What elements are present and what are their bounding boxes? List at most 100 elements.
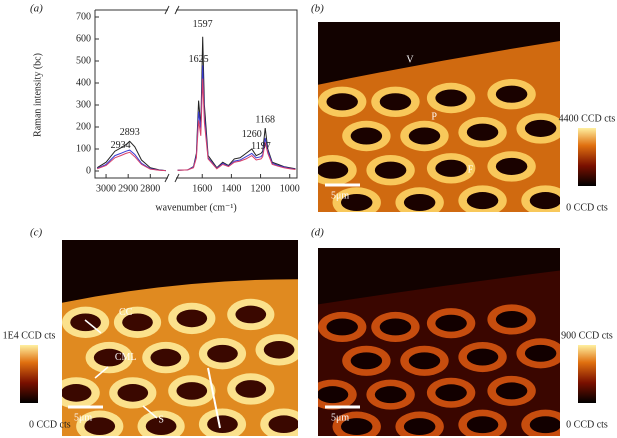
cell-lumen: [435, 314, 467, 332]
cell-lumen: [435, 89, 467, 107]
cell-lumen: [326, 318, 358, 336]
cell-lumen: [495, 310, 528, 328]
cell-lumen: [379, 93, 412, 111]
cell-lumen: [466, 192, 499, 210]
panel-label: (c): [30, 227, 43, 239]
y-tick-label: 300: [76, 99, 91, 110]
cell-lumen: [524, 344, 557, 362]
y-tick-label: 100: [76, 143, 91, 154]
annotation: V: [406, 54, 414, 65]
scale-label: 5μm: [331, 190, 349, 201]
peak-label: 1625: [189, 54, 209, 65]
peak-label: 1260: [242, 129, 262, 140]
cell-lumen: [176, 309, 208, 328]
y-tick-label: 0: [86, 165, 91, 176]
cell-lumen: [374, 386, 407, 404]
cell-lumen: [235, 380, 267, 398]
cell-lumen: [350, 127, 383, 145]
cell-lumen: [117, 384, 149, 402]
annotation: F: [468, 164, 474, 175]
colorbar-min: 0 CCD cts: [566, 419, 608, 430]
cell-lumen: [466, 348, 499, 366]
spectrum-line: [97, 78, 296, 172]
scale-label: 5μm: [331, 412, 349, 423]
cell-lumen: [408, 127, 441, 145]
colorbar-max: 1E4 CCD cts: [3, 330, 56, 341]
cell-lumen: [524, 119, 557, 137]
arrow: [84, 319, 102, 334]
cell-lumen: [379, 318, 412, 336]
cell-lumen: [145, 417, 177, 436]
panel-label: (d): [311, 227, 324, 239]
peak-label: 1597: [193, 19, 213, 30]
dark-region: [318, 22, 560, 85]
arrow: [142, 405, 158, 419]
cell-lumen: [340, 418, 373, 436]
y-tick-label: 200: [76, 121, 91, 132]
micrograph: [318, 248, 560, 436]
panel-label: (b): [311, 3, 324, 15]
x-tick-label: 1600: [192, 183, 212, 194]
cell-lumen: [350, 352, 383, 370]
cell-lumen: [435, 384, 467, 402]
y-axis-label: Raman intensity (bc): [32, 53, 43, 137]
x-tick-label: 1200: [251, 183, 271, 194]
cell-lumen: [466, 416, 499, 434]
cell-lumen: [235, 305, 267, 324]
x-tick-label: 3000: [96, 183, 116, 194]
peak-label: 1197: [251, 141, 271, 152]
cell-lumen: [326, 93, 358, 111]
cell-lumen: [408, 352, 441, 370]
colorbar-min: 0 CCD cts: [29, 419, 71, 430]
colorbar-min: 0 CCD cts: [566, 202, 608, 213]
cell-lumen: [466, 123, 499, 141]
y-tick-label: 400: [76, 77, 91, 88]
cell-lumen: [122, 313, 153, 332]
cell-lumen: [207, 415, 238, 434]
dark-region: [62, 240, 298, 303]
cell-lumen: [403, 418, 436, 436]
cell-lumen: [84, 417, 116, 436]
cell-lumen: [529, 416, 560, 434]
y-tick-label: 500: [76, 55, 91, 66]
cell-lumen: [150, 348, 182, 367]
peak-label: 1168: [255, 115, 275, 126]
cell-lumen: [435, 159, 467, 177]
cell-lumen: [403, 193, 436, 212]
annotation: CC: [119, 307, 133, 318]
colorbar: [20, 345, 38, 403]
cell-lumen: [495, 85, 528, 103]
peak-label: 2934: [111, 140, 131, 151]
cell-lumen: [93, 348, 125, 367]
scale-label: 5μm: [74, 412, 92, 423]
annotation: S: [158, 415, 164, 426]
colorbar-max: 4400 CCD cts: [559, 113, 616, 124]
panel-label: (a): [30, 3, 43, 15]
micrograph: [62, 240, 298, 436]
x-tick-label: 1000: [280, 183, 300, 194]
x-tick-label: 2900: [118, 183, 138, 194]
axis-break: [164, 5, 180, 15]
cell-lumen: [318, 161, 349, 179]
dark-region: [318, 248, 560, 305]
cell-lumen: [340, 193, 373, 212]
colorbar: [578, 128, 596, 186]
cell-lumen: [268, 415, 298, 434]
axis-break: [164, 173, 180, 183]
micrograph: [318, 22, 560, 212]
x-axis-label: wavenumber (cm⁻¹): [155, 202, 236, 213]
cell-lumen: [529, 192, 560, 210]
cell-lumen: [207, 344, 238, 363]
cell-lumen: [62, 384, 92, 402]
annotation: P: [431, 111, 437, 122]
axis: [94, 9, 298, 179]
cell-lumen: [495, 157, 528, 175]
x-tick-label: 1400: [221, 183, 241, 194]
x-tick-label: 2800: [140, 183, 160, 194]
colorbar: [578, 345, 596, 403]
profile-line: [207, 367, 221, 429]
y-tick-label: 700: [76, 11, 91, 22]
cell-lumen: [318, 386, 349, 404]
